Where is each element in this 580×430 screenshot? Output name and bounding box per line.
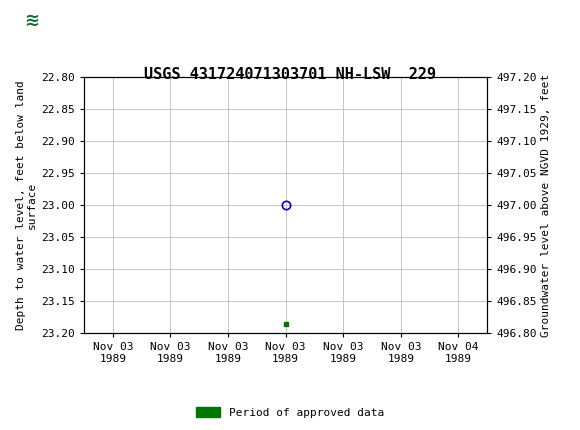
Text: USGS 431724071303701 NH-LSW  229: USGS 431724071303701 NH-LSW 229 xyxy=(144,67,436,82)
Y-axis label: Depth to water level, feet below land
surface: Depth to water level, feet below land su… xyxy=(16,80,37,330)
FancyBboxPatch shape xyxy=(6,4,55,37)
Text: ≋: ≋ xyxy=(24,12,39,29)
Legend: Period of approved data: Period of approved data xyxy=(191,403,389,422)
Y-axis label: Groundwater level above NGVD 1929, feet: Groundwater level above NGVD 1929, feet xyxy=(541,74,551,337)
Text: USGS: USGS xyxy=(67,12,122,29)
